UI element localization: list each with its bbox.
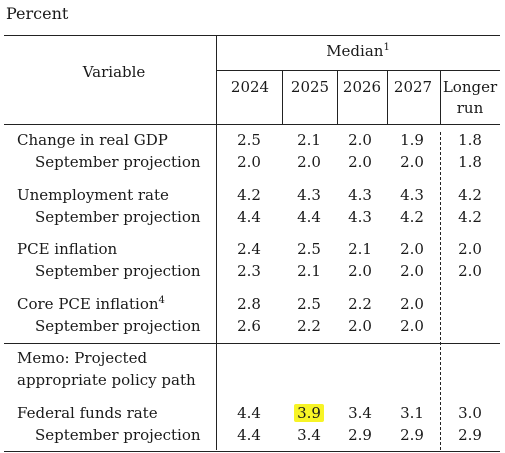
core-sep-2024: 2.6 bbox=[237, 317, 261, 335]
ffr-longer-run: 3.0 bbox=[458, 404, 482, 422]
header-median-text: Median bbox=[326, 42, 384, 60]
unit-label: Percent bbox=[6, 4, 69, 23]
pce-2024: 2.4 bbox=[237, 240, 261, 258]
core-pce-footnote: 4 bbox=[158, 295, 165, 306]
header-median: Median1 bbox=[216, 41, 500, 61]
core-2025: 2.5 bbox=[297, 295, 321, 313]
ffr-sep-longer-run: 2.9 bbox=[458, 426, 482, 444]
pce-sep-2025: 2.1 bbox=[297, 262, 321, 280]
ffr-2025: 3.9 bbox=[284, 403, 334, 423]
ffr-2027: 3.1 bbox=[400, 404, 424, 422]
core-2026: 2.2 bbox=[348, 295, 372, 313]
longer-run-dashed-divider bbox=[440, 132, 441, 450]
column-divider-label bbox=[216, 36, 217, 450]
unemp-sep-2024: 4.4 bbox=[237, 208, 261, 226]
header-median-note: 1 bbox=[383, 42, 390, 53]
pce-2026: 2.1 bbox=[348, 240, 372, 258]
header-year-2024: 2024 bbox=[230, 78, 270, 96]
header-year-2027: 2027 bbox=[393, 78, 433, 96]
memo-line-1: Memo: Projected bbox=[17, 349, 148, 367]
row-label-core-pce: Core PCE inflation4 bbox=[17, 294, 165, 314]
header-year-2025: 2025 bbox=[290, 78, 330, 96]
ffr-2025-highlight: 3.9 bbox=[294, 404, 324, 422]
unemp-sep-longer-run: 4.2 bbox=[458, 208, 482, 226]
core-sep-2025: 2.2 bbox=[297, 317, 321, 335]
memo-section-rule bbox=[4, 343, 500, 344]
row-label-pce-september: September projection bbox=[35, 262, 201, 280]
ffr-2024: 4.4 bbox=[237, 404, 261, 422]
row-label-gdp: Change in real GDP bbox=[17, 131, 168, 149]
gdp-2025: 2.1 bbox=[297, 131, 321, 149]
projection-table: Variable Median1 2024 2025 2026 2027 Lon… bbox=[4, 35, 500, 452]
pce-longer-run: 2.0 bbox=[458, 240, 482, 258]
gdp-sep-longer-run: 1.8 bbox=[458, 153, 482, 171]
row-label-core-pce-september: September projection bbox=[35, 317, 201, 335]
header-variable: Variable bbox=[82, 63, 146, 81]
gdp-sep-2027: 2.0 bbox=[400, 153, 424, 171]
column-divider-2027 bbox=[387, 70, 388, 124]
column-divider-2025 bbox=[282, 70, 283, 124]
row-label-pce: PCE inflation bbox=[17, 240, 118, 258]
unemp-2026: 4.3 bbox=[348, 186, 372, 204]
pce-sep-2024: 2.3 bbox=[237, 262, 261, 280]
unemp-2025: 4.3 bbox=[297, 186, 321, 204]
column-divider-longer-run bbox=[440, 70, 441, 124]
core-2027: 2.0 bbox=[400, 295, 424, 313]
column-divider-2026 bbox=[337, 70, 338, 124]
core-pce-label-text: Core PCE inflation bbox=[17, 295, 159, 313]
row-label-unemployment-september: September projection bbox=[35, 208, 201, 226]
pce-sep-2027: 2.0 bbox=[400, 262, 424, 280]
ffr-sep-2024: 4.4 bbox=[237, 426, 261, 444]
pce-2025: 2.5 bbox=[297, 240, 321, 258]
gdp-sep-2026: 2.0 bbox=[348, 153, 372, 171]
unemp-2024: 4.2 bbox=[237, 186, 261, 204]
ffr-2026: 3.4 bbox=[348, 404, 372, 422]
header-bottom-rule bbox=[4, 124, 500, 125]
row-label-gdp-september: September projection bbox=[35, 153, 201, 171]
core-sep-2027: 2.0 bbox=[400, 317, 424, 335]
memo-line-2: appropriate policy path bbox=[17, 371, 196, 389]
header-longer-run-line2: run bbox=[456, 99, 484, 117]
ffr-sep-2025: 3.4 bbox=[297, 426, 321, 444]
row-label-federal-funds-september: September projection bbox=[35, 426, 201, 444]
pce-sep-longer-run: 2.0 bbox=[458, 262, 482, 280]
unemp-sep-2025: 4.4 bbox=[297, 208, 321, 226]
row-label-unemployment: Unemployment rate bbox=[17, 186, 169, 204]
unemp-2027: 4.3 bbox=[400, 186, 424, 204]
unemp-longer-run: 4.2 bbox=[458, 186, 482, 204]
unemp-sep-2027: 4.2 bbox=[400, 208, 424, 226]
gdp-sep-2024: 2.0 bbox=[237, 153, 261, 171]
row-label-federal-funds-rate: Federal funds rate bbox=[17, 404, 158, 422]
gdp-sep-2025: 2.0 bbox=[297, 153, 321, 171]
ffr-sep-2027: 2.9 bbox=[400, 426, 424, 444]
gdp-longer-run: 1.8 bbox=[458, 131, 482, 149]
pce-sep-2026: 2.0 bbox=[348, 262, 372, 280]
header-year-2026: 2026 bbox=[342, 78, 382, 96]
core-2024: 2.8 bbox=[237, 295, 261, 313]
unemp-sep-2026: 4.3 bbox=[348, 208, 372, 226]
pce-2027: 2.0 bbox=[400, 240, 424, 258]
core-sep-2026: 2.0 bbox=[348, 317, 372, 335]
gdp-2024: 2.5 bbox=[237, 131, 261, 149]
gdp-2026: 2.0 bbox=[348, 131, 372, 149]
gdp-2027: 1.9 bbox=[400, 131, 424, 149]
header-underline-median bbox=[216, 70, 500, 71]
header-longer-run-line1: Longer bbox=[442, 78, 498, 96]
ffr-sep-2026: 2.9 bbox=[348, 426, 372, 444]
